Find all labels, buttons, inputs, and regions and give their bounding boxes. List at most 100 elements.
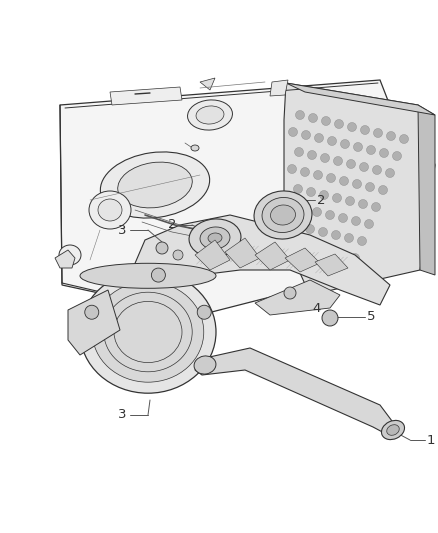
Polygon shape (255, 280, 340, 315)
Circle shape (338, 251, 346, 260)
Circle shape (352, 216, 360, 225)
Text: 3: 3 (118, 408, 127, 422)
Polygon shape (200, 78, 215, 90)
Ellipse shape (189, 219, 241, 257)
Polygon shape (195, 240, 230, 270)
Ellipse shape (80, 271, 216, 393)
Ellipse shape (80, 263, 216, 288)
Circle shape (293, 184, 303, 193)
Ellipse shape (271, 205, 296, 225)
Circle shape (339, 176, 349, 185)
Circle shape (289, 127, 297, 136)
Circle shape (371, 203, 381, 212)
Circle shape (286, 201, 296, 211)
Circle shape (173, 250, 183, 260)
Circle shape (353, 180, 361, 189)
Polygon shape (285, 248, 320, 272)
Circle shape (156, 242, 168, 254)
Circle shape (328, 136, 336, 146)
Circle shape (322, 310, 338, 326)
Ellipse shape (98, 199, 122, 221)
Circle shape (339, 214, 347, 222)
Circle shape (304, 262, 314, 271)
Text: 1: 1 (427, 433, 435, 447)
Circle shape (331, 268, 339, 277)
Polygon shape (68, 290, 120, 355)
Ellipse shape (381, 421, 405, 440)
Circle shape (360, 163, 368, 172)
Circle shape (325, 247, 333, 256)
Circle shape (325, 211, 335, 220)
Text: 5: 5 (367, 311, 375, 324)
Circle shape (314, 171, 322, 180)
Circle shape (343, 271, 353, 279)
Circle shape (296, 110, 304, 119)
Circle shape (332, 230, 340, 239)
Polygon shape (286, 83, 435, 115)
Circle shape (326, 174, 336, 182)
Circle shape (312, 207, 321, 216)
Circle shape (293, 222, 301, 230)
Text: 2: 2 (168, 219, 177, 231)
Ellipse shape (254, 191, 312, 239)
Circle shape (311, 245, 321, 254)
Polygon shape (195, 348, 395, 435)
Circle shape (379, 149, 389, 157)
Circle shape (319, 190, 328, 199)
Text: 4: 4 (312, 302, 320, 314)
Circle shape (358, 199, 367, 208)
Ellipse shape (262, 197, 304, 232)
Circle shape (292, 259, 300, 268)
Circle shape (353, 142, 363, 151)
Circle shape (299, 241, 307, 251)
Circle shape (318, 228, 328, 237)
Circle shape (347, 123, 357, 132)
Circle shape (287, 165, 297, 174)
Ellipse shape (59, 245, 81, 265)
Circle shape (378, 185, 388, 195)
Circle shape (305, 224, 314, 233)
Circle shape (386, 132, 396, 141)
Circle shape (399, 134, 409, 143)
Polygon shape (315, 254, 348, 276)
Polygon shape (110, 87, 182, 105)
Ellipse shape (187, 100, 233, 130)
Circle shape (284, 287, 296, 299)
Circle shape (365, 182, 374, 191)
Ellipse shape (118, 162, 192, 208)
Circle shape (346, 159, 356, 168)
Ellipse shape (100, 152, 210, 218)
Circle shape (335, 119, 343, 128)
Polygon shape (130, 215, 390, 305)
Circle shape (314, 133, 324, 142)
Ellipse shape (194, 356, 216, 374)
Polygon shape (255, 242, 290, 270)
Circle shape (197, 305, 211, 319)
Polygon shape (55, 250, 75, 268)
Circle shape (300, 205, 308, 214)
Circle shape (332, 193, 342, 203)
Circle shape (318, 264, 326, 273)
Circle shape (372, 166, 381, 174)
Circle shape (85, 305, 99, 319)
Circle shape (321, 154, 329, 163)
Ellipse shape (92, 282, 204, 382)
Circle shape (385, 168, 395, 177)
Circle shape (294, 148, 304, 157)
Ellipse shape (208, 233, 222, 243)
Ellipse shape (387, 425, 399, 435)
Ellipse shape (191, 145, 199, 151)
Ellipse shape (114, 301, 182, 362)
Circle shape (364, 220, 374, 229)
Circle shape (152, 268, 166, 282)
Circle shape (340, 140, 350, 149)
Text: 3: 3 (118, 223, 127, 237)
Circle shape (307, 150, 317, 159)
Circle shape (307, 188, 315, 197)
Polygon shape (284, 83, 435, 295)
Circle shape (321, 117, 331, 125)
Ellipse shape (104, 292, 192, 372)
Polygon shape (60, 80, 415, 315)
Circle shape (350, 254, 360, 262)
Circle shape (333, 157, 343, 166)
